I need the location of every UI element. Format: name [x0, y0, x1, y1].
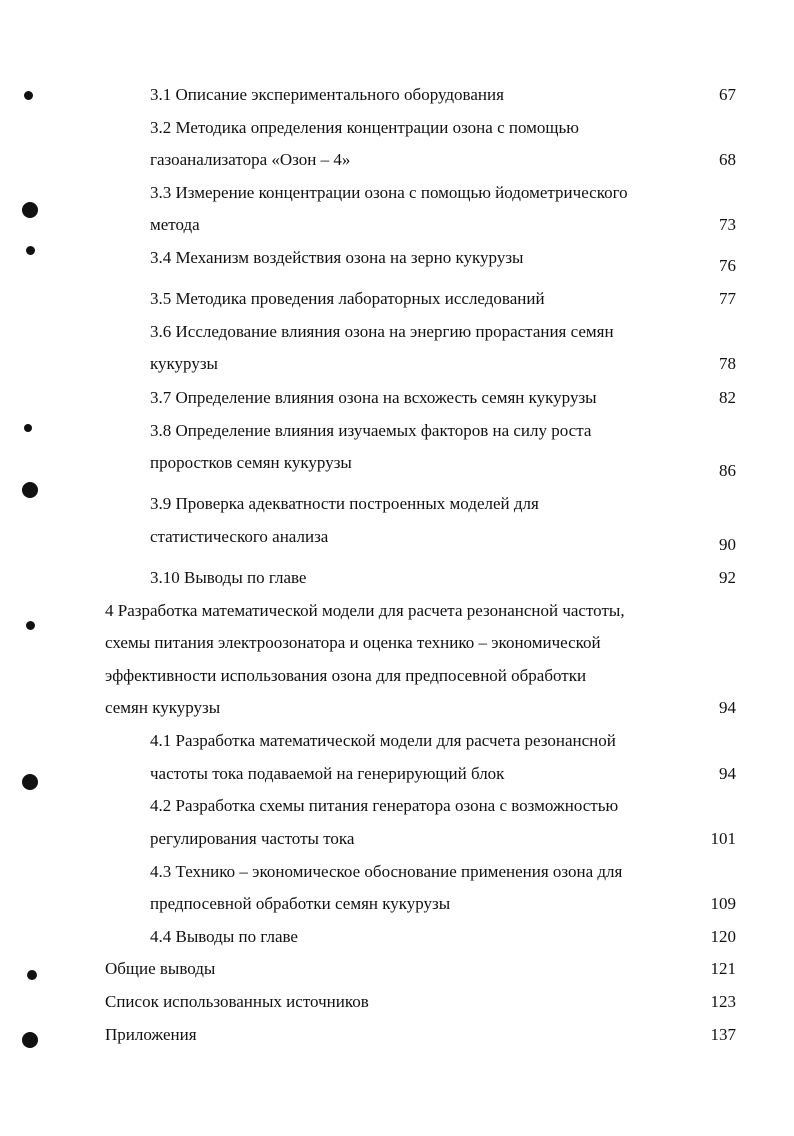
toc-entry-title: 4.3 Технико – экономическое обоснование …: [150, 862, 623, 881]
toc-entry-title: 3.10 Выводы по главе: [150, 568, 307, 587]
toc-page-number: 68: [719, 150, 736, 169]
toc-entry-title: 4.2 Разработка схемы питания генератора …: [150, 796, 619, 815]
toc-entry-title: частоты тока подаваемой на генерирующий …: [150, 764, 505, 783]
toc-entry-title: 3.6 Исследование влияния озона на энерги…: [150, 322, 614, 341]
toc-page-number: 67: [719, 85, 736, 104]
toc-entry-title: статистического анализа: [150, 527, 329, 546]
punch-hole: [24, 424, 32, 432]
toc-page-number: 76: [719, 256, 736, 275]
toc-entry-title: 3.5 Методика проведения лабораторных исс…: [150, 289, 545, 308]
toc-page-number: 137: [710, 1025, 737, 1044]
toc-entry-title: 3.8 Определение влияния изучаемых фактор…: [150, 421, 592, 440]
toc-page-number: 101: [710, 829, 737, 848]
toc-entry-title: 3.3 Измерение концентрации озона с помощ…: [150, 183, 628, 202]
toc-entry-title: Приложения: [105, 1025, 197, 1044]
toc-page-number: 92: [719, 568, 736, 587]
toc-page-number: 78: [719, 354, 736, 373]
toc-page-number: 86: [719, 461, 736, 480]
toc-entry-title: 4.4 Выводы по главе: [150, 927, 298, 946]
toc-entry-title: 4.1 Разработка математической модели для…: [150, 731, 616, 750]
toc-page-number: 94: [719, 698, 736, 717]
toc-entry-title: 3.4 Механизм воздействия озона на зерно …: [150, 248, 524, 267]
punch-hole: [22, 482, 38, 498]
punch-hole: [22, 202, 38, 218]
toc-entry-title: предпосевной обработки семян кукурузы: [150, 894, 451, 913]
toc-page-number: 94: [719, 764, 736, 783]
toc-entry-title: газоанализатора «Озон – 4»: [150, 150, 351, 169]
toc-page-number: 82: [719, 388, 736, 407]
punch-hole: [25, 245, 35, 255]
toc-entry-title: 4 Разработка математической модели для р…: [105, 601, 625, 620]
toc-page-number: 90: [719, 535, 736, 554]
toc-entry-title: Общие выводы: [105, 959, 216, 978]
toc-page-number: 123: [710, 992, 737, 1011]
toc-page-number: 120: [710, 927, 737, 946]
toc-entry-title: схемы питания электроозонатора и оценка …: [105, 633, 601, 652]
toc-page-number: 109: [710, 894, 737, 913]
punch-hole: [22, 1032, 38, 1048]
toc-page-number: 77: [719, 289, 736, 308]
toc-entry-title: эффективности использования озона для пр…: [105, 666, 587, 685]
punch-hole: [22, 774, 38, 790]
toc-entry-title: 3.7 Определение влияния озона на всхожес…: [150, 388, 597, 407]
toc-entry-title: регулирования частоты тока: [150, 829, 355, 848]
toc-entry-title: 3.9 Проверка адекватности построенных мо…: [150, 494, 539, 513]
toc-page-number: 121: [710, 959, 737, 978]
toc-entry-title: проростков семян кукурузы: [150, 453, 352, 472]
punch-hole: [27, 970, 37, 980]
punch-hole: [25, 620, 35, 630]
toc-entry-title: Список использованных источников: [105, 992, 369, 1011]
toc-page-number: 73: [719, 215, 736, 234]
toc-entry-title: семян кукурузы: [105, 698, 221, 717]
toc-entry-title: метода: [150, 215, 200, 234]
toc-entry-title: 3.2 Методика определения концентрации оз…: [150, 118, 579, 137]
punch-hole: [23, 90, 33, 100]
toc-entry-title: 3.1 Описание экспериментального оборудов…: [150, 85, 504, 104]
toc-entry-title: кукурузы: [150, 354, 218, 373]
